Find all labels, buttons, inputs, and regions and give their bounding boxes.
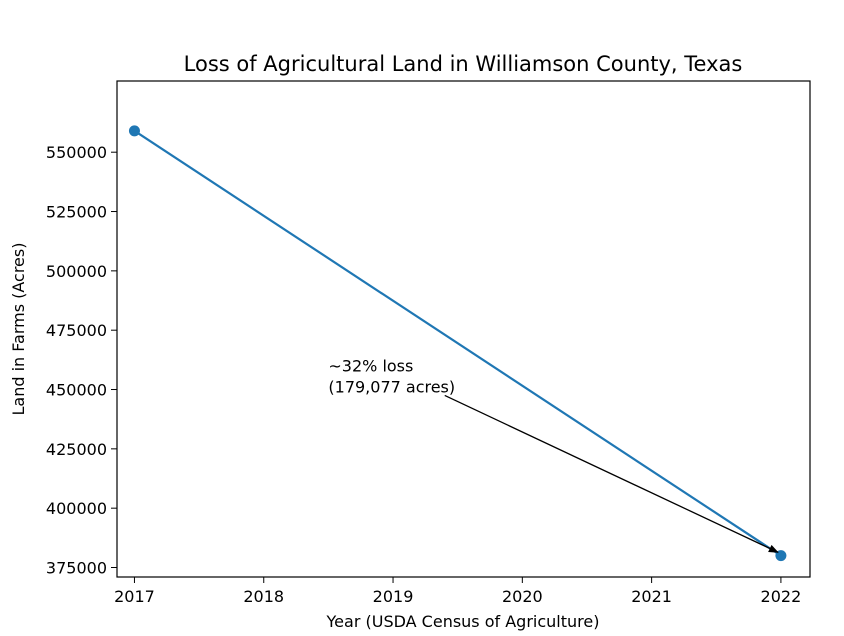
- y-tick-label: 375000: [46, 559, 107, 578]
- chart-title: Loss of Agricultural Land in Williamson …: [184, 52, 743, 76]
- x-tick-label: 2021: [631, 587, 672, 606]
- y-tick-label: 400000: [46, 499, 107, 518]
- x-tick-label: 2019: [373, 587, 414, 606]
- plot-area-frame: [116, 80, 811, 578]
- x-axis: 2017 2018 2019 2020 2021 2022: [114, 577, 801, 606]
- annotation-arrow: [444, 394, 779, 553]
- x-tick-label: 2022: [761, 587, 802, 606]
- x-tick-label: 2018: [243, 587, 284, 606]
- y-tick-label: 475000: [46, 321, 107, 340]
- y-axis: 375000 400000 425000 450000 475000 500000 5250…: [46, 143, 117, 578]
- x-tick-label: 2020: [502, 587, 543, 606]
- x-tick-label: 2017: [114, 587, 155, 606]
- y-tick-label: 550000: [46, 143, 107, 162]
- series-layer: [128, 125, 787, 562]
- y-tick-label: 500000: [46, 262, 107, 281]
- y-tick-label: 425000: [46, 440, 107, 459]
- x-axis-label: Year (USDA Census of Agriculture): [326, 612, 600, 631]
- data-point: [128, 125, 140, 137]
- annotation-text: ~32% loss: [328, 357, 413, 376]
- series-line: [133, 129, 782, 557]
- data-point: [775, 550, 787, 562]
- y-tick-label: 525000: [46, 203, 107, 222]
- annotation-text: (179,077 acres): [328, 378, 455, 397]
- y-axis-label: Land in Farms (Acres): [9, 243, 28, 416]
- annotation-layer: ~32% loss (179,077 acres): [328, 357, 779, 553]
- y-tick-label: 450000: [46, 381, 107, 400]
